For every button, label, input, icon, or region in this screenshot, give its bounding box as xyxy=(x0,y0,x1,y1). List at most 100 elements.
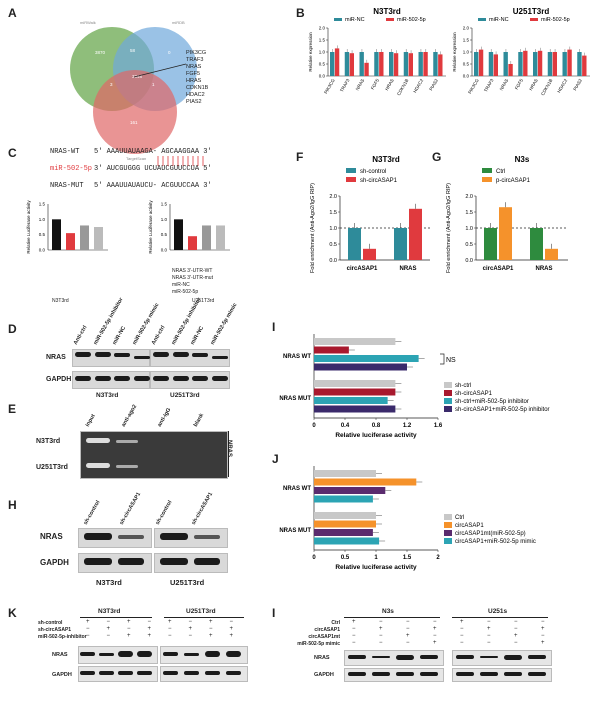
d-blot-nras-2 xyxy=(150,349,230,367)
bar xyxy=(503,52,508,76)
e-row-u251t3rd: U251T3rd xyxy=(36,464,68,471)
y-tick-label: NRAS MUT xyxy=(279,528,311,534)
bar xyxy=(545,248,558,260)
bar xyxy=(330,52,335,76)
k-row-label: sh-control xyxy=(38,620,63,626)
d-lane-label: miR-NC xyxy=(111,325,128,346)
ib-group-u251s: U251s xyxy=(488,608,508,615)
legend-swatch xyxy=(386,18,394,21)
ib-band xyxy=(372,656,390,658)
bar xyxy=(314,512,376,519)
legend-label: sh-circASAP1+miR-502-5p inhibitor xyxy=(455,407,550,413)
k-blot-gapdh-2 xyxy=(160,666,248,682)
chart-title: N3T3rd xyxy=(372,155,400,164)
x-tick-label: NRAS xyxy=(535,266,552,272)
k-sign: − xyxy=(168,626,172,632)
h-lane-label: sh-control xyxy=(154,499,174,526)
bar xyxy=(363,248,376,260)
x-tick-label: 1 xyxy=(374,555,378,561)
h-band xyxy=(118,535,144,539)
d-group-n3t3rd: N3T3rd xyxy=(96,392,119,399)
ib-sign: − xyxy=(352,633,356,639)
legend-swatch xyxy=(444,398,452,404)
legend-label: miR-502-5p xyxy=(541,17,570,23)
y-tick-label: 0.5 xyxy=(319,62,326,67)
x-tick-label: PIAS2 xyxy=(572,78,583,92)
bar xyxy=(533,52,538,76)
legend-swatch xyxy=(478,18,486,21)
h-group-u251t3rd: U251T3rd xyxy=(170,578,205,587)
k-sign: − xyxy=(147,619,152,625)
y-tick-label: NRAS WT xyxy=(283,354,311,360)
ib-sign: + xyxy=(379,626,383,632)
y-tick-label: 0.0 xyxy=(39,248,46,253)
k-sign: − xyxy=(229,619,234,625)
legend-swatch xyxy=(444,514,452,520)
d-lane-label: miR-NC xyxy=(189,325,206,346)
venn-set-name-1: miRWalk xyxy=(80,20,96,25)
e-lane-label: anti-IgG xyxy=(156,407,173,428)
x-tick-label: circASAP1 xyxy=(347,266,378,272)
k-band xyxy=(226,671,241,675)
bar xyxy=(577,52,582,76)
bar xyxy=(582,55,587,76)
k-band xyxy=(184,671,199,675)
k-sign: + xyxy=(86,619,90,625)
ib-band xyxy=(396,654,414,660)
ib-row-nras: NRAS xyxy=(314,655,330,661)
venn-diagram: miRWalk miRDB TargetScan 3870 58 0 3 304… xyxy=(70,20,197,161)
ib-band xyxy=(480,656,498,658)
gene-item: TRAF3 xyxy=(186,57,204,63)
ib-blot-nras-2 xyxy=(452,650,552,666)
wt-sequence: 5' AAAUUAUAAGA- AGCAAGGAA 3' xyxy=(94,148,212,156)
d-band xyxy=(153,376,169,381)
x-tick-label: 0.5 xyxy=(341,555,350,561)
k-band xyxy=(80,671,95,675)
y-tick-label: 0.0 xyxy=(465,258,473,264)
bar xyxy=(334,48,340,76)
y-tick-label: 0.5 xyxy=(329,242,337,248)
ib-sign: − xyxy=(460,626,464,632)
ib-band xyxy=(420,655,438,659)
d-band xyxy=(75,352,91,357)
bar xyxy=(314,388,396,396)
x-tick-label: CDKN1B xyxy=(396,78,409,96)
ib-band xyxy=(456,655,474,659)
ib-band xyxy=(420,672,438,676)
x-tick-label: PIK3CG xyxy=(467,78,480,95)
bar xyxy=(314,529,373,536)
k-sign: + xyxy=(147,626,152,632)
ib-sign: + xyxy=(352,619,356,625)
panel-label-g: G xyxy=(432,150,442,164)
y-tick-label: 1.0 xyxy=(319,50,326,55)
x-tick-label: 0.8 xyxy=(372,423,381,429)
ib-sign: − xyxy=(460,640,464,646)
x-tick-label: 0.4 xyxy=(341,423,350,429)
d-band xyxy=(133,376,150,381)
bar xyxy=(484,228,497,260)
d-lane-label: miR-502-5p mimic xyxy=(209,302,239,346)
d-row-gapdh: GAPDH xyxy=(46,376,72,383)
legend-label: Ctrl xyxy=(455,515,464,521)
ib-sign: − xyxy=(406,619,410,625)
ib-sign: − xyxy=(406,626,410,632)
d-band xyxy=(75,376,91,381)
bar-chart-f: N3T3rd sh-control sh-circASAP1 0.0 0.5 1.0 1.5… xyxy=(310,155,430,273)
ib-band xyxy=(480,672,498,676)
y-tick-label: 2.0 xyxy=(465,194,473,200)
base-pair-lines xyxy=(157,156,204,166)
legend-label: circASAP1 xyxy=(455,523,484,529)
ib-blot-gapdh-2 xyxy=(452,668,552,682)
ib-sign: + xyxy=(406,633,410,639)
y-tick-label: 1.0 xyxy=(465,226,473,232)
legend-label: sh-circASAP1 xyxy=(360,178,398,184)
bar xyxy=(314,537,380,545)
venn-set-3 xyxy=(93,70,177,154)
wt-label: NRAS-WT xyxy=(50,148,80,156)
h-group-n3t3rd: N3T3rd xyxy=(96,578,122,587)
bar xyxy=(488,52,494,76)
k-band xyxy=(118,671,133,675)
k-group-line xyxy=(80,617,152,618)
d-band xyxy=(94,376,111,381)
bar xyxy=(314,405,396,413)
